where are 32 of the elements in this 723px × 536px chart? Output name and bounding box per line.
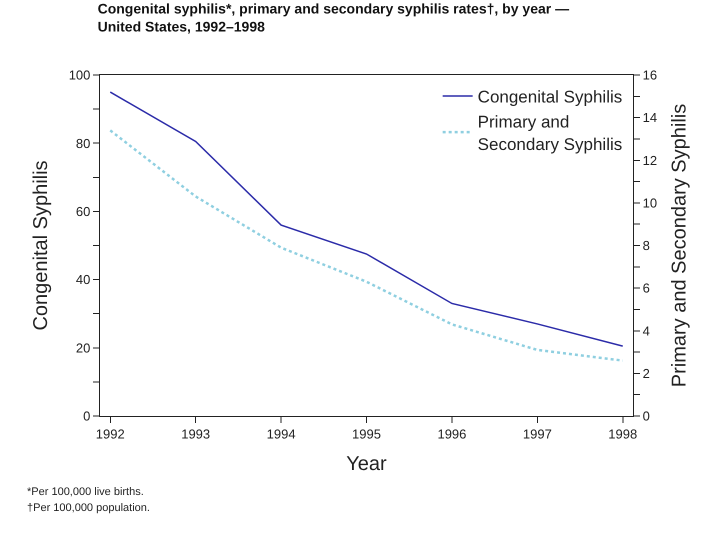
x-tick-label: 1996 <box>437 426 466 442</box>
legend-label: Primary and Secondary Syphilis <box>478 112 622 154</box>
line-series <box>110 91 624 347</box>
y-tick-label: 100 <box>68 68 90 83</box>
y-tick-label: 40 <box>76 272 90 288</box>
y2-tick-label: 14 <box>642 110 658 126</box>
text: †Per 100,000 population. <box>27 502 150 514</box>
x-tick-label: 1992 <box>96 426 125 442</box>
y2-tick-label: 16 <box>642 68 658 83</box>
y-axis-title: Congenital Syphilis <box>30 160 52 331</box>
y2-tick-label: 6 <box>642 280 650 296</box>
y-tick-label: 60 <box>76 204 90 219</box>
legend-label: Congenital Syphilis <box>478 88 622 107</box>
x-tick-label: 1997 <box>522 426 552 442</box>
line-series <box>109 129 624 362</box>
chart-title: Congenital syphilis*, primary and secondary syphilis rates†, by year — United States, 1992–1998 <box>98 0 570 35</box>
x-tick-label: 1994 <box>266 426 296 442</box>
y-tick-label: 0 <box>83 408 90 424</box>
x-tick-label: 1995 <box>352 426 381 442</box>
x-tick-label: 1998 <box>608 426 638 442</box>
y2-tick-label: 0 <box>642 408 650 424</box>
y2-tick-label: 8 <box>642 238 650 254</box>
y2-tick-label: 12 <box>642 152 658 168</box>
x-axis-title: Year <box>346 453 388 476</box>
y2-tick-label: 10 <box>642 195 658 210</box>
y2-tick-label: 2 <box>642 366 650 381</box>
x-tick-label: 1993 <box>181 426 210 442</box>
y-tick-label: 80 <box>76 136 90 151</box>
y2-axis-title: Primary and Secondary Syphilis <box>668 104 691 388</box>
text: *Per 100,000 live births. <box>27 486 144 498</box>
y-tick-label: 20 <box>76 340 90 356</box>
y2-tick-label: 4 <box>642 323 650 338</box>
